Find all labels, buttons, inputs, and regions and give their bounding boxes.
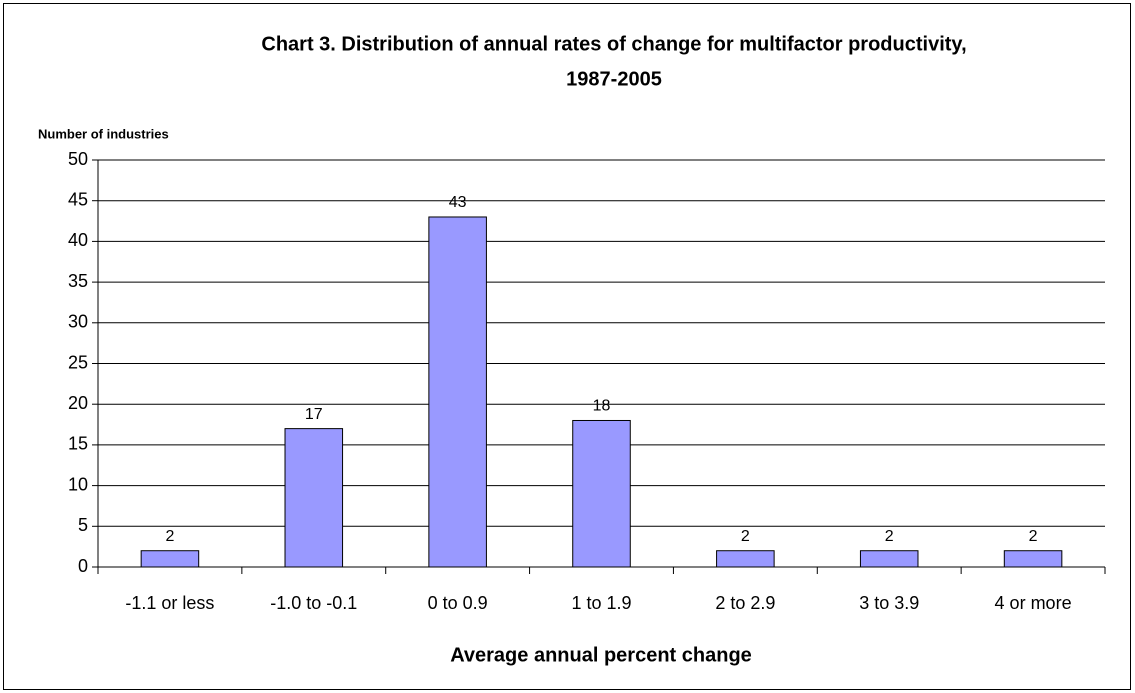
chart-title: Chart 3. Distribution of annual rates of… [261, 33, 966, 55]
bar [140, 550, 200, 568]
value-label: 2 [165, 528, 174, 545]
y-tick-label: 5 [78, 515, 88, 535]
y-tick-label: 50 [68, 149, 88, 169]
y-tick-label: 45 [68, 189, 88, 209]
value-label: 18 [593, 398, 611, 415]
y-tick-label: 15 [68, 434, 88, 454]
value-label: 2 [885, 528, 894, 545]
x-tick-label: 1 to 1.9 [571, 593, 631, 613]
bar [859, 550, 919, 568]
y-tick-label: 30 [68, 312, 88, 332]
y-tick-label: 25 [68, 352, 88, 372]
x-tick-label: -1.0 to -0.1 [270, 593, 357, 613]
y-axis-label: Number of industries [38, 126, 169, 141]
y-tick-label: 20 [68, 393, 88, 413]
bar [1003, 550, 1063, 568]
bar [572, 419, 631, 568]
value-label: 43 [449, 194, 467, 211]
value-label: 2 [741, 528, 750, 545]
bar [716, 550, 775, 568]
y-tick-label: 35 [68, 271, 88, 291]
chart-border [3, 3, 1131, 690]
x-axis-label: Average annual percent change [450, 644, 752, 666]
x-tick-label: 2 to 2.9 [715, 593, 775, 613]
x-tick-label: 4 or more [995, 593, 1072, 613]
y-tick-label: 40 [68, 230, 88, 250]
value-label: 17 [305, 406, 323, 423]
x-tick-label: -1.1 or less [125, 593, 214, 613]
chart-title: 1987-2005 [566, 68, 662, 90]
y-tick-label: 10 [68, 474, 88, 494]
x-tick-label: 0 to 0.9 [428, 593, 488, 613]
value-label: 2 [1029, 528, 1038, 545]
bar [284, 428, 344, 568]
bar [428, 216, 487, 568]
y-tick-label: 0 [78, 556, 88, 576]
x-tick-label: 3 to 3.9 [859, 593, 919, 613]
